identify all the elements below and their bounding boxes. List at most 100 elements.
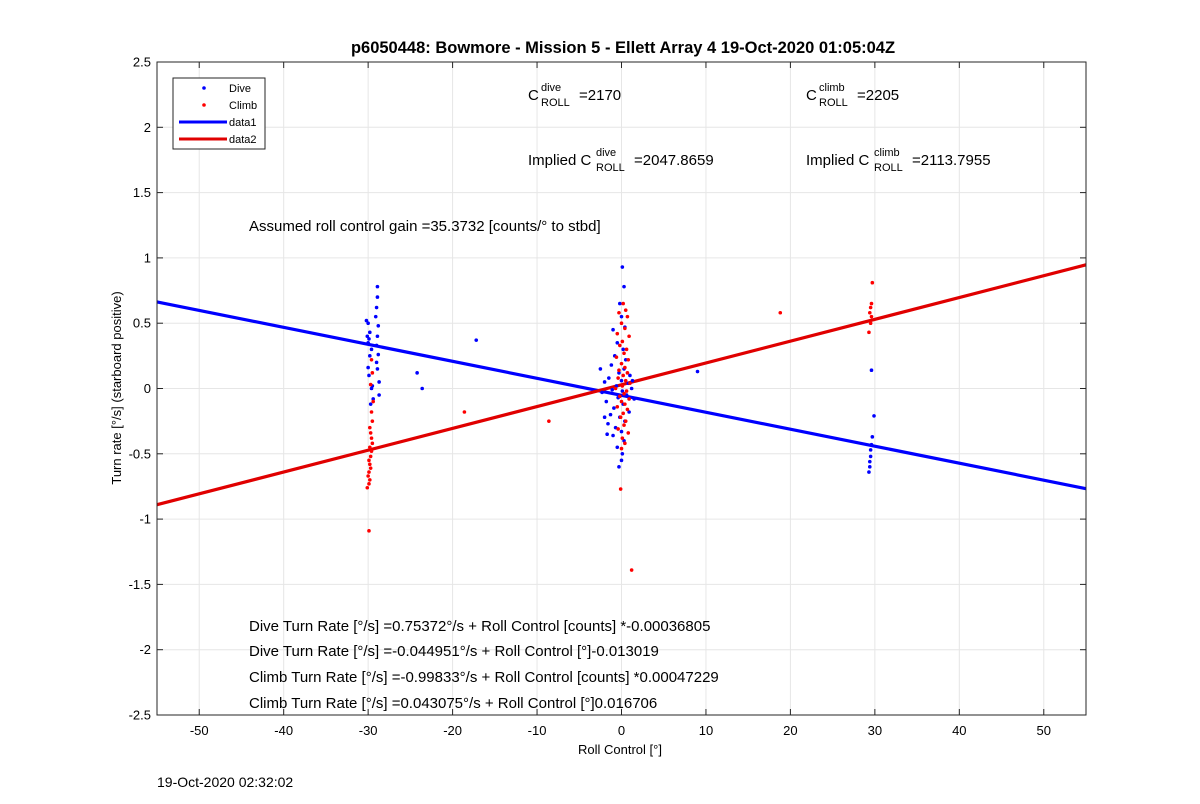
x-tick-label: -10 (528, 723, 547, 738)
point-dive (602, 380, 607, 384)
point-climb (370, 441, 375, 446)
legend-dive-marker (202, 86, 206, 90)
point-dive (632, 397, 636, 401)
point-dive (619, 429, 624, 434)
point-dive (620, 452, 625, 456)
y-axis-label: Turn rate [°/s] (starboard positive) (109, 291, 124, 484)
point-climb (369, 436, 374, 440)
point-climb (365, 485, 370, 490)
y-tick-label: -1 (139, 512, 151, 527)
point-climb (367, 458, 371, 463)
point-climb (618, 394, 622, 399)
y-tick-label: -0.5 (129, 446, 151, 461)
point-climb (625, 371, 630, 375)
point-dive (415, 371, 419, 375)
point-climb (368, 454, 373, 459)
y-tick-label: 1.5 (133, 185, 151, 200)
point-climb (370, 419, 375, 423)
point-climb (618, 415, 623, 420)
point-dive (375, 334, 380, 339)
point-dive (376, 352, 381, 357)
point-climb (547, 419, 551, 423)
point-climb (613, 386, 618, 391)
point-dive (368, 354, 372, 358)
point-climb (371, 399, 376, 404)
point-climb (618, 487, 623, 491)
point-dive (621, 347, 625, 352)
point-dive (612, 406, 616, 410)
x-tick-label: -20 (443, 723, 462, 738)
y-tick-label: -2.5 (129, 708, 151, 723)
point-climb (625, 407, 630, 412)
point-climb (624, 347, 629, 352)
equation-dive-degrees: Dive Turn Rate [°/s] =-0.044951°/s + Rol… (249, 643, 659, 660)
point-dive (598, 367, 603, 371)
x-tick-label: 40 (952, 723, 966, 738)
point-climb (869, 301, 874, 306)
point-climb (623, 419, 628, 423)
point-dive (867, 465, 872, 469)
point-climb (368, 382, 373, 387)
point-climb (622, 391, 626, 396)
equation-dive-counts: Dive Turn Rate [°/s] =0.75372°/s + Roll … (249, 618, 710, 635)
x-tick-label: 20 (783, 723, 797, 738)
point-climb (621, 411, 625, 416)
point-climb (616, 427, 620, 431)
point-dive (368, 330, 372, 335)
point-dive (617, 371, 621, 375)
point-climb (614, 355, 619, 359)
point-climb (623, 441, 627, 446)
legend-climb-label: Climb (229, 100, 257, 112)
point-dive (374, 305, 379, 310)
point-climb (370, 371, 375, 375)
point-dive (620, 265, 625, 269)
point-dive (367, 373, 371, 378)
x-axis-label: Roll Control [°] (578, 742, 662, 757)
point-climb (624, 389, 629, 393)
point-climb (368, 462, 372, 467)
point-dive (373, 314, 378, 319)
equation-climb-counts: Climb Turn Rate [°/s] =-0.99833°/s + Rol… (249, 669, 719, 686)
point-climb (367, 482, 371, 486)
x-tick-label: -30 (359, 723, 378, 738)
point-climb (867, 330, 871, 335)
point-climb (619, 321, 624, 326)
point-climb (618, 343, 622, 348)
point-dive (366, 365, 370, 370)
point-dive (375, 284, 380, 289)
point-dive (375, 367, 380, 371)
point-dive (868, 454, 873, 459)
point-climb (627, 397, 631, 401)
point-dive (867, 459, 872, 464)
point-dive (622, 284, 626, 289)
point-dive (371, 397, 376, 401)
point-climb (870, 280, 875, 285)
x-tick-label: -50 (190, 723, 209, 738)
point-dive (629, 386, 634, 391)
x-tick-label: 0 (618, 723, 625, 738)
axis-ticks: -50 -40 -30 -20 -10 0 10 20 30 40 50-2.5-2-1.5-1-0… (129, 55, 1086, 738)
point-climb (620, 384, 625, 388)
point-dive (623, 357, 628, 362)
point-climb (868, 305, 873, 310)
series-points-climb (365, 280, 875, 572)
point-dive (474, 338, 479, 342)
point-dive (619, 458, 624, 463)
point-dive (602, 415, 607, 420)
point-climb (368, 445, 372, 450)
roll-gain-annotation: Assumed roll control gain =35.3732 [coun… (249, 218, 601, 235)
point-climb (620, 339, 625, 344)
point-climb (616, 376, 620, 380)
point-climb (626, 357, 631, 362)
point-climb (617, 310, 621, 315)
point-dive (628, 373, 632, 378)
point-climb (623, 308, 628, 312)
point-dive (611, 433, 615, 438)
point-dive (610, 388, 615, 392)
equation-climb-degrees: Climb Turn Rate [°/s] =0.043075°/s + Rol… (249, 695, 657, 712)
point-climb (625, 314, 630, 319)
point-climb (869, 314, 874, 319)
